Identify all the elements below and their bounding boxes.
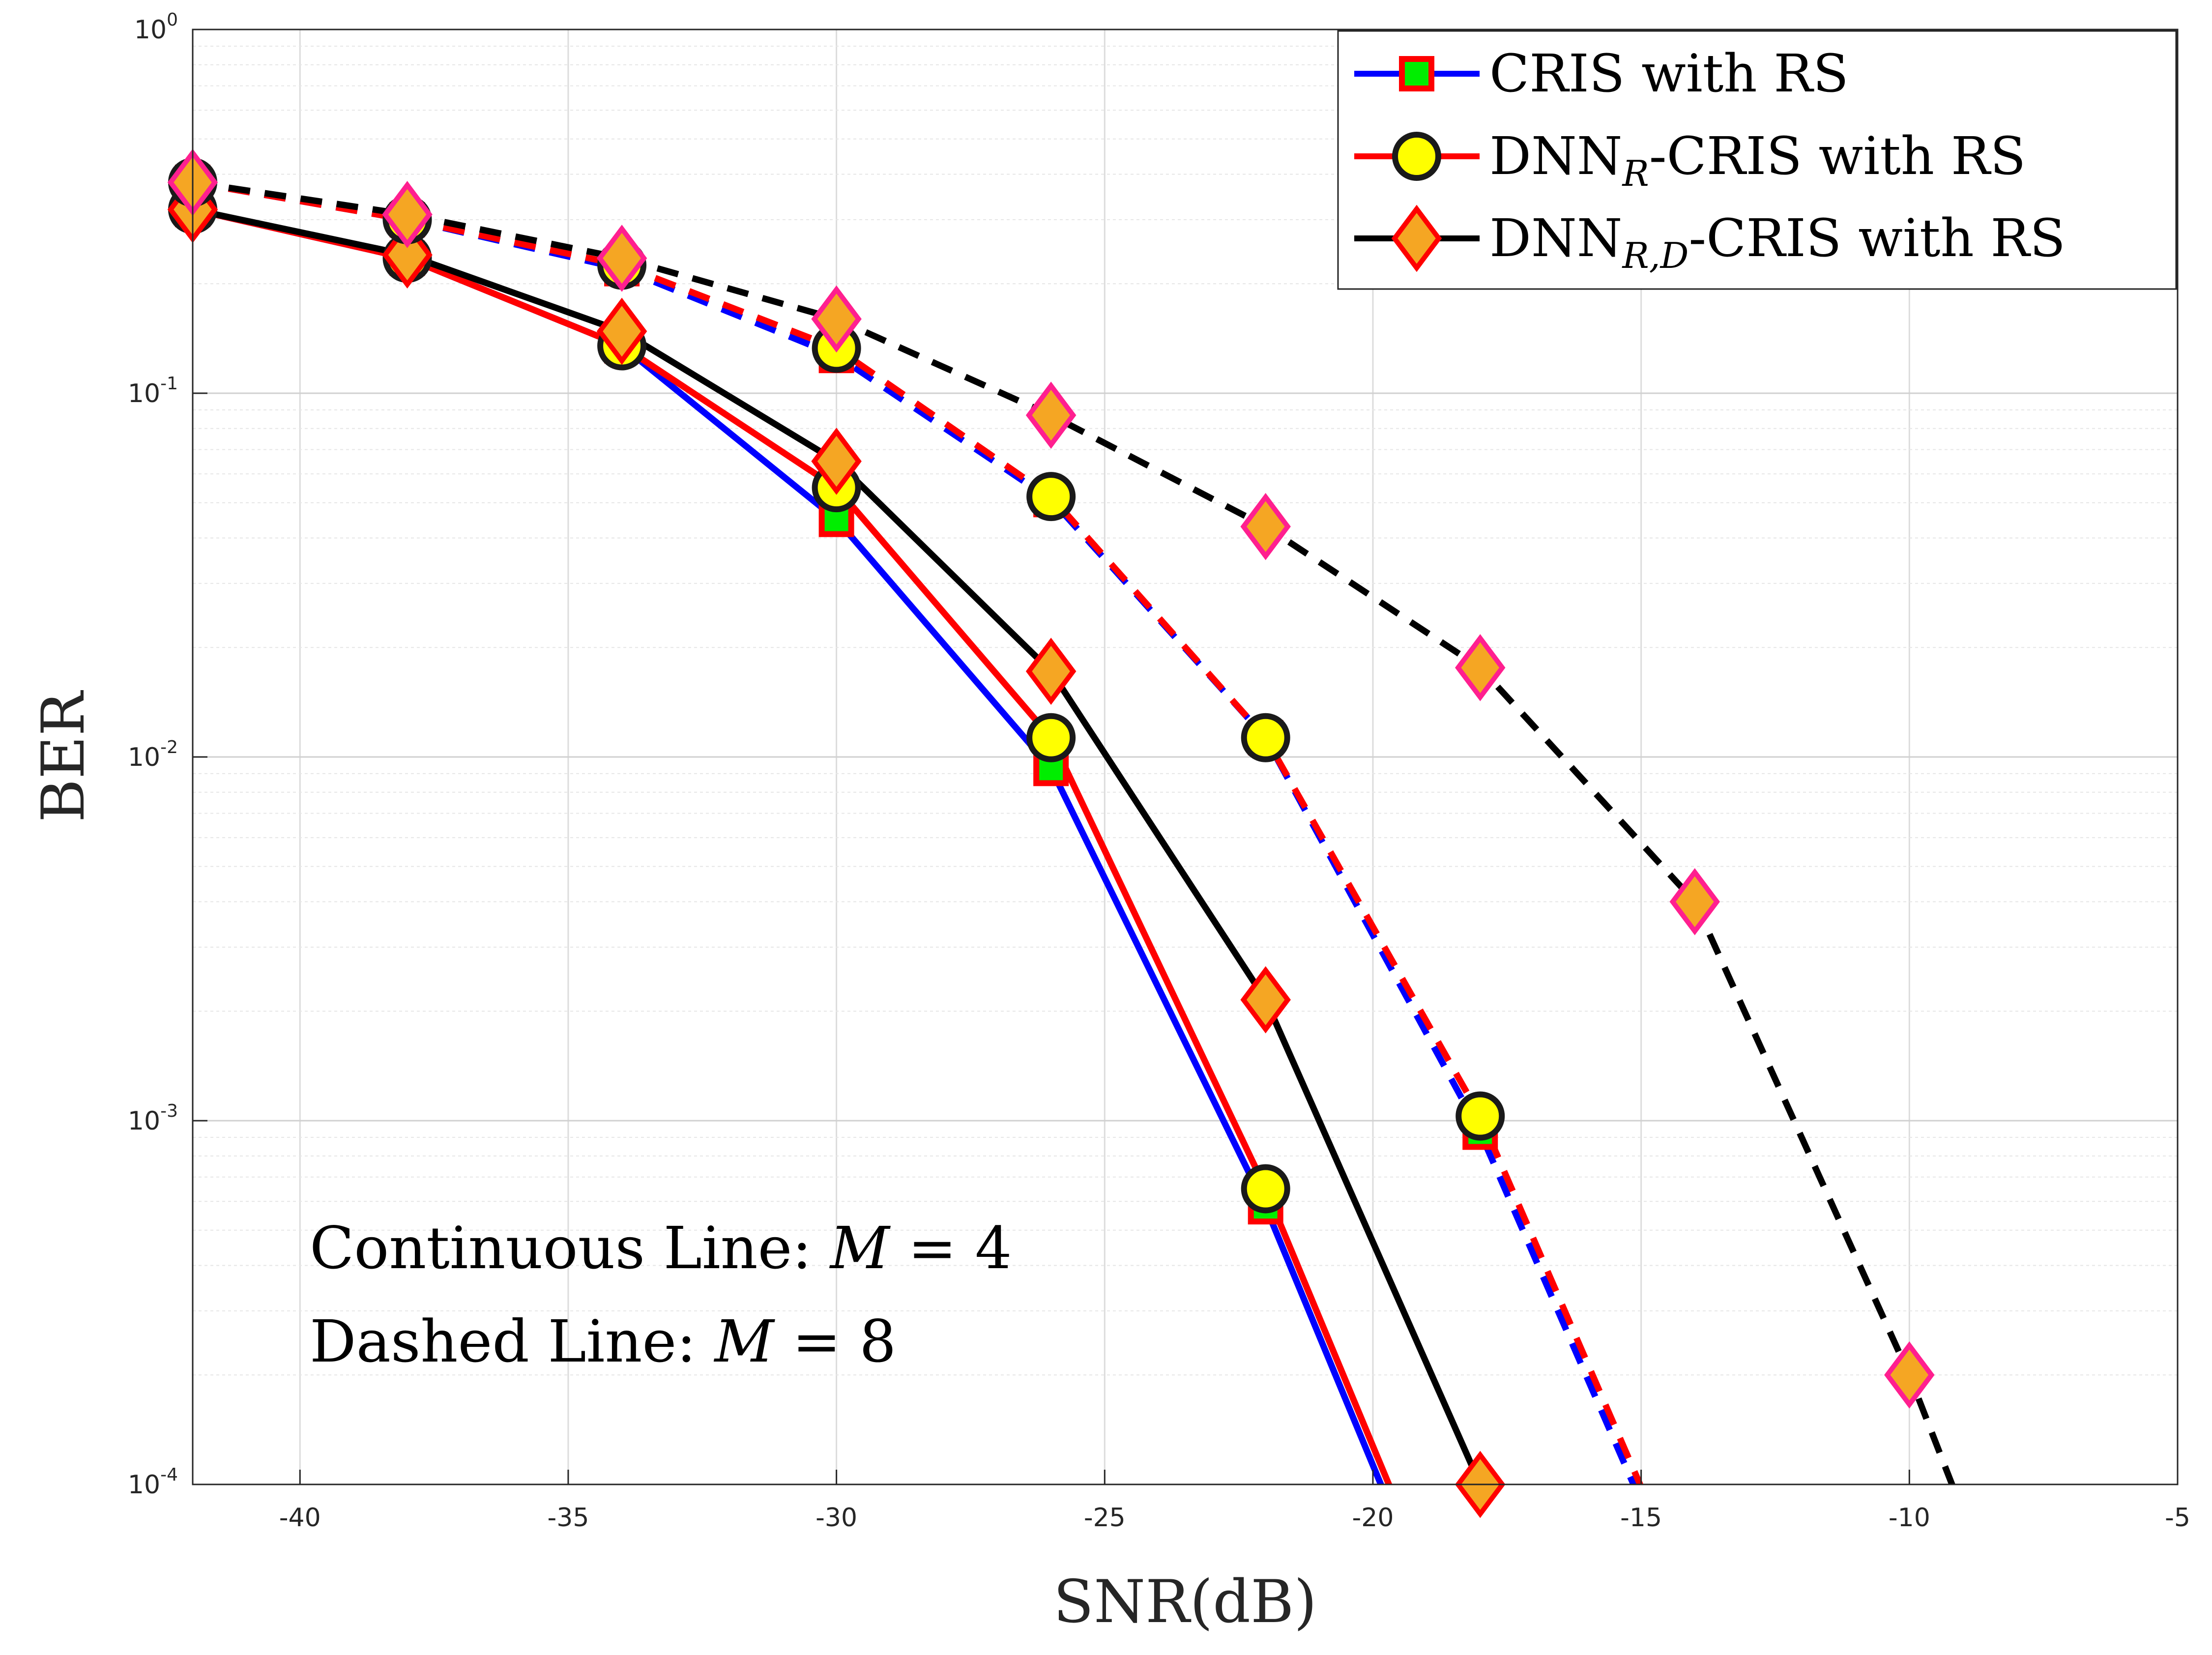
x-tick-label: -15	[1620, 1503, 1662, 1533]
y-tick-base: 10	[128, 743, 160, 772]
marker-diamond	[811, 285, 862, 353]
annotation-dashed-eq: = 8	[774, 1307, 896, 1375]
x-tick-label: -25	[1084, 1503, 1126, 1533]
legend-label-dnn-rd-suffix: -CRIS with RS	[1688, 208, 2066, 268]
marker-circle	[1241, 713, 1290, 762]
y-tick-base: 10	[128, 379, 160, 408]
y-tick-exponent: -1	[160, 374, 178, 394]
y-tick-label: 100	[134, 10, 178, 45]
marker-diamond	[596, 297, 647, 365]
annotation-continuous-eq: = 4	[890, 1214, 1012, 1282]
y-tick-exponent: -4	[160, 1465, 178, 1485]
marker-circle	[1026, 713, 1076, 762]
series-line-5	[193, 179, 1644, 1484]
legend-label-cris-text: CRIS with RS	[1489, 43, 1849, 104]
annotation-continuous-prefix: Continuous Line:	[310, 1214, 830, 1282]
marker-diamond	[1025, 638, 1077, 705]
legend-label-dnn-r-sub: R	[1622, 153, 1649, 194]
x-tick-label: -20	[1352, 1503, 1394, 1533]
series-line-3	[193, 206, 1484, 1484]
marker-diamond	[811, 428, 862, 495]
y-tick-base: 10	[134, 15, 167, 45]
legend-marker-cris	[1399, 56, 1434, 91]
y-tick-base: 10	[128, 1106, 160, 1136]
x-tick-label: -5	[2165, 1503, 2190, 1533]
ticks: -40 -35 -30 -25 -20 -15 -10 -510010-110-210-310…	[128, 10, 2190, 1533]
legend-marker-dnn-rd	[1391, 204, 1442, 272]
marker-circle	[1241, 1164, 1290, 1214]
annotation-dashed-prefix: Dashed Line:	[310, 1307, 715, 1375]
marker-diamond	[1884, 1341, 1935, 1409]
y-tick-exponent: -3	[160, 1101, 178, 1121]
legend-label-dnn-r-text: DNN	[1489, 126, 1623, 186]
legend-label-cris: CRIS with RS	[1489, 43, 1849, 104]
legend-label-dnn-r-suffix: -CRIS with RS	[1649, 126, 2026, 186]
marker-diamond	[1240, 493, 1291, 560]
annotation-continuous: Continuous Line: M = 4	[310, 1214, 1012, 1282]
marker-diamond	[1455, 634, 1506, 701]
legend-label-dnn-r: DNNR-CRIS with RS	[1489, 126, 2026, 194]
marker-diamond	[382, 181, 433, 248]
legend-marker-dnn-r	[1392, 132, 1441, 181]
marker-circle	[1026, 472, 1076, 522]
annotation-dashed: Dashed Line: M = 8	[310, 1307, 896, 1375]
legend-label-dnn-rd: DNNR,D-CRIS with RS	[1489, 208, 2066, 276]
annotation-dashed-var: M	[714, 1307, 776, 1375]
marker-circle	[1455, 1091, 1505, 1141]
y-tick-label: 10-2	[128, 737, 178, 772]
y-tick-base: 10	[128, 1470, 160, 1500]
annotation-continuous-var: M	[829, 1214, 891, 1282]
x-tick-label: -35	[547, 1503, 589, 1533]
y-tick-label: 10-4	[128, 1465, 178, 1500]
marker-diamond	[1025, 381, 1077, 449]
y-tick-label: 10-1	[128, 374, 178, 408]
legend-label-dnn-rd-text: DNN	[1489, 208, 1623, 268]
y-tick-exponent: -2	[160, 737, 178, 757]
x-tick-label: -10	[1889, 1503, 1930, 1533]
marker-diamond	[1240, 966, 1291, 1034]
marker-diamond	[596, 225, 647, 292]
x-tick-label: -30	[815, 1503, 857, 1533]
marker-diamond	[1669, 868, 1720, 935]
y-axis-title: BER	[29, 690, 98, 822]
annotation-block: Continuous Line: M = 4 Dashed Line: M = …	[310, 1214, 1012, 1375]
y-tick-exponent: 0	[167, 10, 178, 30]
series-line-6	[193, 179, 1956, 1484]
x-axis-title: SNR(dB)	[1053, 1568, 1317, 1636]
legend: CRIS with RS DNNR-CRIS with RS DNNR,D-CR…	[1337, 30, 2177, 290]
x-tick-label: -40	[279, 1503, 321, 1533]
y-tick-label: 10-3	[128, 1101, 178, 1136]
legend-label-dnn-rd-sub: R,D	[1622, 235, 1689, 276]
